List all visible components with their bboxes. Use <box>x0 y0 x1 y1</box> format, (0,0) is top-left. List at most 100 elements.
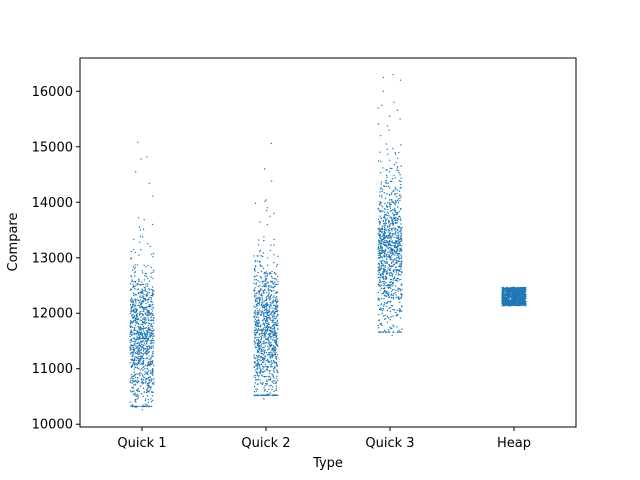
data-point <box>525 294 527 297</box>
data-point <box>378 319 380 321</box>
data-point <box>132 304 135 306</box>
data-point <box>256 379 258 381</box>
data-point <box>394 199 397 202</box>
data-point <box>394 254 396 256</box>
data-point <box>253 305 255 307</box>
data-point <box>148 376 151 378</box>
data-point <box>391 250 393 252</box>
data-point <box>269 385 271 387</box>
data-point <box>506 293 508 296</box>
data-point <box>141 335 144 337</box>
data-point <box>378 273 380 276</box>
data-point <box>377 246 380 249</box>
data-point <box>259 275 261 278</box>
data-point <box>515 287 517 289</box>
data-point <box>261 357 264 359</box>
data-point <box>265 359 267 362</box>
data-point <box>256 347 258 349</box>
x-axis-label: Type <box>312 456 343 471</box>
data-point <box>264 363 267 365</box>
data-point <box>269 327 272 329</box>
data-point <box>396 261 398 264</box>
data-point <box>143 299 145 301</box>
data-point <box>400 284 402 286</box>
data-point <box>389 235 392 238</box>
data-point <box>256 296 258 299</box>
data-point <box>276 364 278 367</box>
data-point <box>275 382 277 384</box>
data-point <box>130 377 132 380</box>
y-tick-label: 15000 <box>32 140 73 155</box>
data-point <box>269 329 271 331</box>
data-point <box>393 244 395 247</box>
data-point <box>385 222 388 225</box>
data-point <box>145 306 148 309</box>
data-point <box>136 332 138 334</box>
data-point <box>253 255 255 257</box>
data-point <box>138 331 140 333</box>
data-point <box>261 293 263 295</box>
data-point <box>515 298 518 300</box>
data-point <box>258 348 260 351</box>
data-point <box>399 290 402 292</box>
data-point <box>266 322 268 325</box>
data-point <box>145 398 147 400</box>
data-point <box>394 252 396 254</box>
data-point <box>139 229 142 231</box>
data-point <box>388 129 390 131</box>
data-point <box>150 405 153 408</box>
data-point <box>379 151 381 153</box>
data-point <box>149 343 152 345</box>
data-point <box>150 294 152 297</box>
data-point <box>132 361 134 363</box>
data-point <box>399 187 401 189</box>
data-point <box>399 250 401 252</box>
data-point <box>386 284 389 286</box>
data-point <box>140 292 143 294</box>
data-point <box>254 265 257 267</box>
data-point <box>151 304 153 307</box>
data-point <box>142 387 145 389</box>
data-point <box>268 306 271 308</box>
data-point <box>273 212 275 215</box>
data-point <box>395 289 397 292</box>
data-point <box>521 304 523 307</box>
data-point <box>269 301 272 304</box>
data-point <box>390 218 393 220</box>
data-point <box>137 288 139 290</box>
data-point <box>394 259 396 261</box>
data-point <box>151 341 153 344</box>
data-point <box>273 323 275 326</box>
data-point <box>130 365 132 367</box>
data-point <box>273 339 275 341</box>
data-point <box>144 312 146 315</box>
data-point <box>256 365 259 367</box>
data-point <box>399 244 401 246</box>
data-point <box>264 306 267 308</box>
data-point <box>389 205 391 208</box>
data-point <box>138 241 141 243</box>
data-point <box>385 182 388 184</box>
data-point <box>152 399 154 402</box>
data-point <box>383 329 386 331</box>
data-point <box>151 394 154 397</box>
data-point <box>393 202 396 204</box>
data-point <box>268 292 270 294</box>
data-point <box>397 244 399 246</box>
data-point <box>130 276 133 278</box>
y-tick-label: 11000 <box>32 362 73 377</box>
data-point <box>391 192 393 194</box>
data-point <box>131 359 133 362</box>
data-point <box>269 318 272 320</box>
data-point <box>131 300 133 303</box>
data-point <box>385 229 388 231</box>
data-point <box>272 320 275 322</box>
data-point <box>144 344 146 346</box>
data-point <box>388 230 391 232</box>
data-point <box>134 271 136 273</box>
data-point <box>139 355 141 357</box>
data-point <box>254 300 257 302</box>
data-point <box>139 345 142 347</box>
data-point <box>258 311 260 313</box>
data-point <box>379 233 381 236</box>
